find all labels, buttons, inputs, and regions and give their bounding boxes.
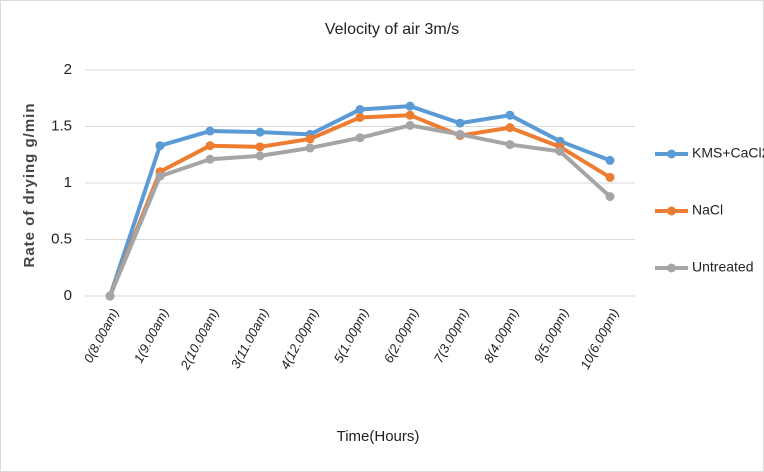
y-tick-label: 1.5 [51,117,72,134]
point [255,127,265,137]
legend-marker [667,149,676,159]
point [255,142,265,152]
point [305,134,315,144]
y-tick-label: 1 [64,174,72,191]
y-axis-label: Rate of drying g/min [21,102,38,267]
point [405,120,415,130]
legend-label: Untreated [692,259,753,275]
point [205,126,215,136]
point [605,192,615,202]
point [205,154,215,164]
point [105,291,115,301]
point [155,171,165,181]
point [605,172,615,182]
legend-marker [667,263,676,273]
point [605,155,615,165]
point [455,118,465,128]
point [355,112,365,122]
point [505,110,515,120]
point [155,141,165,151]
point [405,101,415,111]
point [355,133,365,143]
point [455,129,465,139]
y-tick-label: 0.5 [51,230,72,247]
y-tick-label: 2 [64,61,72,78]
point [555,146,565,156]
x-axis-label: Time(Hours) [337,428,420,445]
point [205,141,215,151]
point [505,123,515,133]
point [305,143,315,153]
point [405,110,415,120]
point [355,105,365,115]
legend-label: KMS+CaCl2 [692,145,764,161]
legend-label: NaCl [692,202,723,218]
y-tick-label: 0 [64,287,72,304]
point [505,140,515,150]
legend-marker [667,206,676,216]
chart-title: Velocity of air 3m/s [325,21,459,38]
point [255,151,265,161]
